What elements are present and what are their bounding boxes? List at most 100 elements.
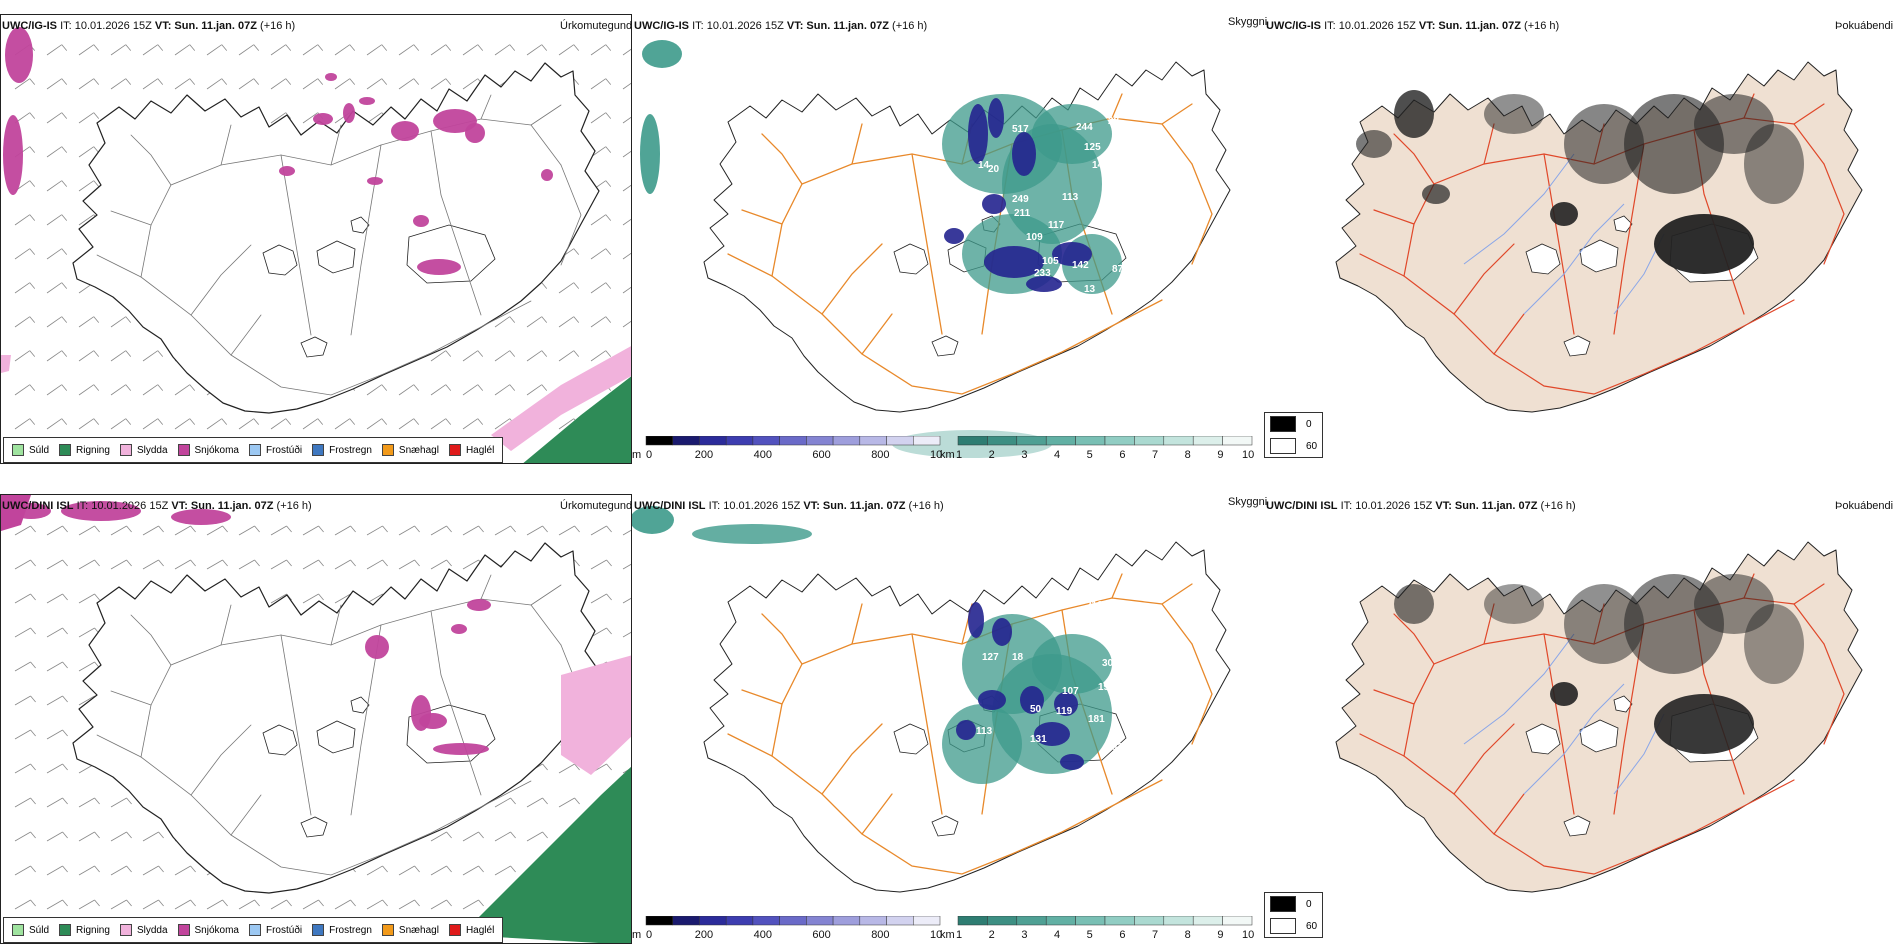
cloudbase-color-step — [699, 436, 727, 446]
cloudbase-value-label: 249 — [1012, 194, 1029, 205]
cloudbase-value-label: 28 — [1108, 116, 1120, 127]
cloudbase-tick: 800 — [871, 449, 889, 461]
fog-legend-high: 60 — [1306, 920, 1318, 932]
precip-map-row1 — [1, 27, 631, 463]
legend-label-suld: Súld — [29, 924, 50, 936]
cloudbase-value-label: 109 — [1026, 232, 1043, 243]
title-precip-row2: UWC/DINI ISL IT: 10.01.2026 15Z VT: Sun.… — [2, 500, 312, 512]
cloudbase-tick: 0 — [646, 929, 652, 941]
legend-item-frostregn: Frostregn — [312, 444, 372, 456]
visibility-units: km — [940, 929, 955, 941]
cloudbase-color-step — [913, 916, 941, 926]
cloudbase-value-label: 14 — [978, 160, 990, 171]
panel-name-vis-row2: Skyggni — [1228, 496, 1268, 508]
fog-swatch-high — [1270, 918, 1296, 934]
precip-panel-row2: Súld Rigning Slydda Snjókoma Frostúði Frostre… — [0, 494, 632, 944]
visibility-tick: 2 — [989, 449, 995, 461]
cloudbase-value-label: 14 — [1092, 160, 1104, 171]
visibility-tick: 8 — [1185, 449, 1191, 461]
cloudbase-value-label: 211 — [1014, 208, 1031, 219]
visibility-color-step — [1075, 916, 1106, 926]
cloudbase-value-label: 244 — [1076, 122, 1093, 133]
cloudbase-value-label: 20 — [988, 164, 1000, 175]
cloudbase-color-step — [859, 436, 887, 446]
fog-swatch-low — [1270, 416, 1296, 432]
fog-swatch-high — [1270, 438, 1296, 454]
cloudbase-color-step — [779, 916, 807, 926]
visibility-tick: 4 — [1054, 449, 1060, 461]
visibility-color-step — [1016, 916, 1047, 926]
legend-label-frostregn: Frostregn — [329, 924, 372, 936]
cloudbase-tick: 400 — [754, 929, 772, 941]
visibility-color-step — [1163, 436, 1194, 446]
cloudbase-tick: 1000 — [930, 449, 942, 461]
cloudbase-value-label: 181 — [1088, 714, 1105, 725]
legend-label-snjokoma: Snjókoma — [194, 444, 239, 456]
visibility-color-step — [1222, 916, 1253, 926]
cloudbase-tick: 800 — [871, 929, 889, 941]
visibility-color-step — [1104, 916, 1135, 926]
visibility-color-step — [1016, 436, 1047, 446]
cloudbase-value-label: 18 — [1012, 652, 1024, 663]
legend-label-slydda: Slydda — [136, 444, 168, 456]
visibility-tick: 5 — [1087, 449, 1093, 461]
visibility-color-step — [987, 916, 1018, 926]
cloudbase-value-label: 55 — [1102, 182, 1114, 193]
legend-swatch-frostudi — [248, 924, 261, 936]
legend-swatch-snaehagl — [381, 924, 394, 936]
visibility-tick: 3 — [1021, 449, 1027, 461]
vis-panel-row2: 80 216 27 138 127 18 30 195 107 50 119 181 113 131 103… — [632, 494, 1264, 944]
cloudbase-color-step — [645, 436, 673, 446]
legend-swatch-rigning — [59, 444, 72, 456]
visibility-color-step — [957, 436, 988, 446]
title-fog-row2: UWC/DINI ISL IT: 10.01.2026 15Z VT: Sun.… — [1266, 500, 1576, 512]
cloudbase-value-label: 125 — [1084, 142, 1101, 153]
panel-name-fog-row2: Þokuábendi — [1835, 500, 1894, 512]
legend-label-rigning: Rigning — [76, 924, 110, 936]
visibility-colorbar-row1: km 1 2 3 4 5 6 7 8 9 10 — [940, 436, 1260, 462]
fog-map-row2 — [1335, 541, 1863, 893]
legend-label-slydda: Slydda — [136, 924, 168, 936]
cloudbase-value-label: 107 — [1062, 686, 1079, 697]
cloudbase-tick: 0 — [646, 449, 652, 461]
cloudbase-color-step — [725, 436, 754, 446]
visibility-tick: 1 — [956, 929, 962, 941]
visibility-tick: 10 — [1242, 449, 1254, 461]
cloudbase-color-step — [699, 916, 727, 926]
cloudbase-color-step — [672, 916, 700, 926]
cloudbase-units: m — [632, 929, 641, 941]
legend-item-suld: Súld — [12, 444, 49, 456]
cloudbase-value-label: 119 — [1056, 706, 1073, 717]
cloudbase-value-label: 105 — [1042, 256, 1059, 267]
cloudbase-tick: 200 — [695, 929, 713, 941]
cloudbase-tick: 600 — [812, 449, 830, 461]
legend-label-snjokoma: Snjókoma — [194, 924, 239, 936]
visibility-color-step — [1192, 436, 1223, 446]
cloudbase-value-label: 30 — [1102, 658, 1114, 669]
cloudbase-value-label: 127 — [982, 652, 999, 663]
legend-swatch-rigning — [59, 924, 72, 936]
cloudbase-value-label: 195 — [1098, 682, 1115, 693]
visibility-color-step — [1163, 916, 1194, 926]
cloudbase-color-step — [832, 916, 861, 926]
cloudbase-value-label: 216 — [1086, 600, 1103, 611]
fog-panel-row2 — [1264, 494, 1900, 944]
legend-item-snaehagl: Snæhagl — [381, 924, 439, 936]
legend-label-frostudi: Frostúði — [265, 444, 303, 456]
visibility-color-step — [1192, 916, 1223, 926]
legend-item-slydda: Slydda — [119, 444, 168, 456]
legend-swatch-snjokoma — [177, 444, 190, 456]
legend-label-snaehagl: Snæhagl — [398, 444, 439, 456]
fog-swatch-low — [1270, 896, 1296, 912]
visibility-colorbar-row2: km 1 2 3 4 5 6 7 8 9 10 — [940, 916, 1260, 942]
visibility-color-step — [1045, 436, 1076, 446]
legend-label-rigning: Rigning — [76, 444, 110, 456]
legend-swatch-suld — [12, 444, 24, 456]
panel-name-vis-row1: Skyggni — [1228, 16, 1268, 28]
cloudbase-color-step — [806, 436, 834, 446]
legend-label-snaehagl: Snæhagl — [398, 924, 439, 936]
cloudbase-value-label: 87 — [1112, 264, 1124, 275]
legend-item-snaehagl: Snæhagl — [381, 444, 439, 456]
precip-legend-row1: Súld Rigning Slydda Snjókoma Frostúði Frostre… — [3, 437, 504, 463]
